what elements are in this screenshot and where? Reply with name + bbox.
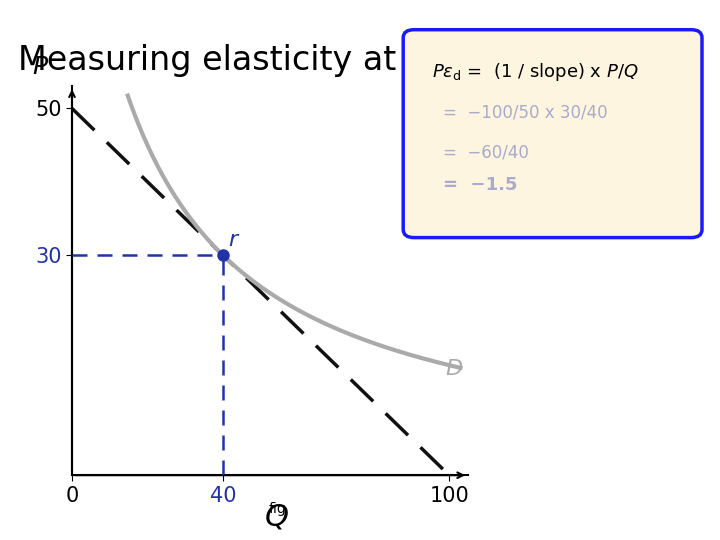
Text: =  −1.5: = −1.5 — [443, 176, 517, 194]
Text: r: r — [228, 231, 238, 251]
Text: P: P — [32, 55, 48, 79]
Text: fig: fig — [269, 502, 286, 516]
Text: =  −100/50 x 30/40: = −100/50 x 30/40 — [443, 103, 608, 121]
Text: =  −60/40: = −60/40 — [443, 144, 528, 161]
Text: Q: Q — [265, 503, 289, 532]
Text: D: D — [446, 359, 462, 379]
Title: Measuring elasticity at a point: Measuring elasticity at a point — [17, 44, 523, 77]
Text: $P\varepsilon_{\rm d}$ =  (1 / slope) x $\it{P/Q}$: $P\varepsilon_{\rm d}$ = (1 / slope) x $… — [432, 60, 639, 83]
